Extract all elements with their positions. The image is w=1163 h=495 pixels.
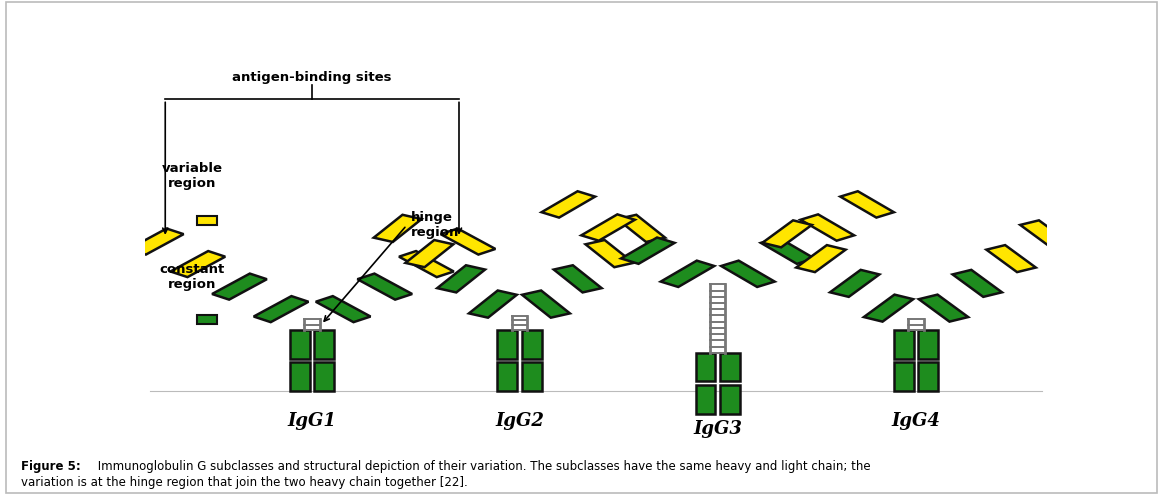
Polygon shape: [864, 295, 913, 322]
Polygon shape: [721, 261, 775, 287]
Polygon shape: [841, 191, 894, 218]
FancyBboxPatch shape: [197, 216, 216, 225]
Text: antigen-binding sites: antigen-binding sites: [233, 71, 392, 84]
Text: IgG2: IgG2: [495, 412, 544, 431]
Polygon shape: [661, 261, 714, 287]
FancyBboxPatch shape: [919, 330, 939, 358]
FancyBboxPatch shape: [498, 362, 518, 391]
Text: variation is at the hinge region that join the two heavy chain together [22].: variation is at the hinge region that jo…: [21, 476, 468, 489]
Text: IgG1: IgG1: [287, 412, 336, 431]
FancyBboxPatch shape: [522, 362, 542, 391]
Polygon shape: [919, 295, 968, 322]
FancyBboxPatch shape: [720, 353, 740, 382]
FancyBboxPatch shape: [695, 353, 715, 382]
Polygon shape: [542, 191, 595, 218]
Polygon shape: [761, 238, 814, 264]
FancyBboxPatch shape: [498, 330, 518, 358]
Text: constant
region: constant region: [159, 263, 224, 291]
FancyBboxPatch shape: [314, 330, 334, 358]
Polygon shape: [441, 229, 495, 254]
Polygon shape: [316, 296, 371, 322]
Polygon shape: [800, 214, 854, 241]
Polygon shape: [554, 265, 601, 293]
Polygon shape: [763, 220, 812, 248]
FancyBboxPatch shape: [290, 362, 309, 391]
Text: variable
region: variable region: [162, 162, 223, 190]
Polygon shape: [830, 270, 879, 297]
FancyBboxPatch shape: [720, 385, 740, 414]
FancyBboxPatch shape: [290, 330, 309, 358]
Polygon shape: [797, 245, 846, 272]
FancyBboxPatch shape: [894, 362, 914, 391]
Polygon shape: [585, 240, 634, 267]
Text: Immunoglobulin G subclasses and structural depiction of their variation. The sub: Immunoglobulin G subclasses and structur…: [94, 460, 871, 473]
Polygon shape: [986, 245, 1036, 272]
Polygon shape: [469, 291, 516, 318]
Polygon shape: [618, 215, 665, 242]
Text: IgG4: IgG4: [892, 412, 941, 431]
Polygon shape: [254, 296, 308, 322]
Polygon shape: [1020, 220, 1070, 248]
FancyBboxPatch shape: [197, 315, 216, 324]
Polygon shape: [582, 214, 635, 241]
Polygon shape: [406, 240, 454, 267]
FancyBboxPatch shape: [695, 385, 715, 414]
Polygon shape: [399, 251, 454, 277]
FancyBboxPatch shape: [894, 330, 914, 358]
Polygon shape: [129, 229, 184, 254]
FancyBboxPatch shape: [314, 362, 334, 391]
FancyBboxPatch shape: [522, 330, 542, 358]
Polygon shape: [357, 274, 412, 299]
Text: hinge
region: hinge region: [412, 211, 459, 239]
Polygon shape: [171, 251, 226, 277]
Polygon shape: [621, 238, 675, 264]
Polygon shape: [212, 274, 266, 299]
Text: IgG3: IgG3: [693, 420, 742, 438]
Text: Figure 5:: Figure 5:: [21, 460, 80, 473]
FancyBboxPatch shape: [919, 362, 939, 391]
Polygon shape: [437, 265, 485, 293]
Polygon shape: [522, 291, 570, 318]
Polygon shape: [952, 270, 1003, 297]
Polygon shape: [373, 215, 422, 242]
